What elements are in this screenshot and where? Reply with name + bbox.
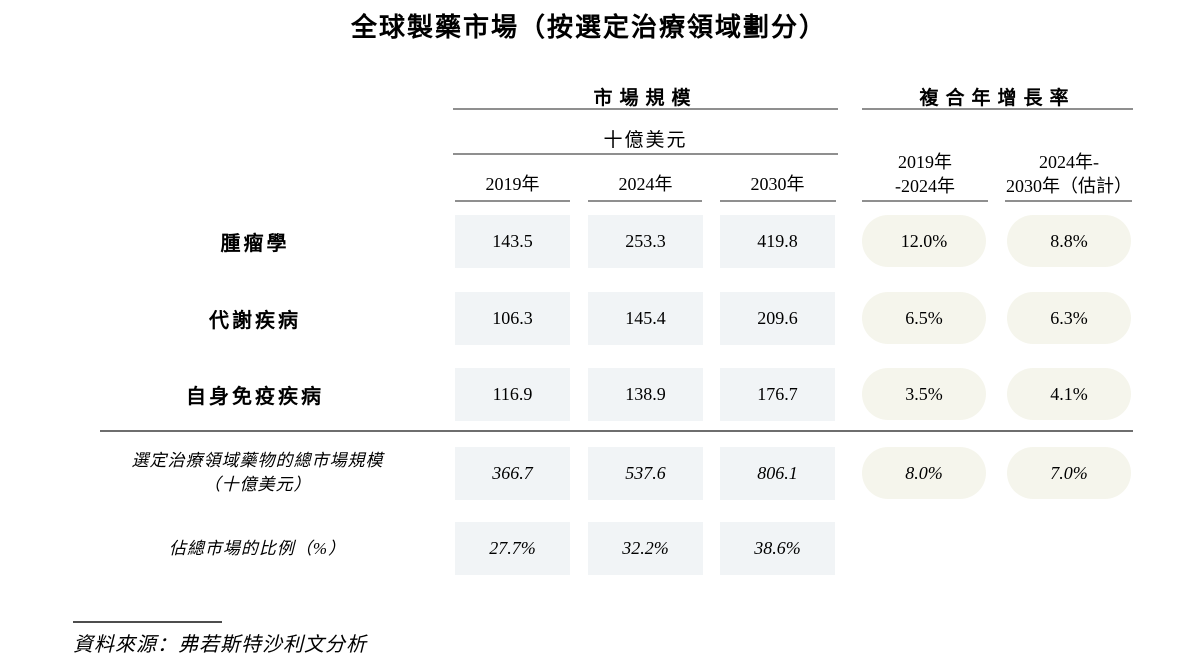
row-label-total: 選定治療領域藥物的總市場規模 （十億美元） bbox=[85, 449, 430, 497]
cagr-period-1-underline bbox=[862, 200, 988, 202]
share-2024-cell: 32.2% bbox=[588, 522, 703, 575]
total-2019-cell: 366.7 bbox=[455, 447, 570, 500]
cagr-period-2-line-2: 2030年（估計） bbox=[1006, 176, 1132, 196]
page-title: 全球製藥市場（按選定治療領域劃分） bbox=[350, 13, 827, 43]
row-label-metabolic: 代謝疾病 bbox=[209, 308, 301, 332]
year-header-2019: 2019年 bbox=[485, 174, 540, 194]
total-cagr-2024-2030-pill: 7.0% bbox=[1007, 447, 1131, 499]
share-2030-cell: 38.6% bbox=[720, 522, 835, 575]
total-2030-cell: 806.1 bbox=[720, 447, 835, 500]
total-2024-cell: 537.6 bbox=[588, 447, 703, 500]
metabolic-2024-cell: 145.4 bbox=[588, 292, 703, 345]
oncology-2030-cell: 419.8 bbox=[720, 215, 835, 268]
oncology-cagr-2019-2024-pill: 12.0% bbox=[862, 215, 986, 267]
oncology-2019-cell: 143.5 bbox=[455, 215, 570, 268]
oncology-2024-cell: 253.3 bbox=[588, 215, 703, 268]
unit-underline bbox=[453, 153, 838, 155]
autoimmune-2019-cell: 116.9 bbox=[455, 368, 570, 421]
autoimmune-2024-cell: 138.9 bbox=[588, 368, 703, 421]
year-2030-underline bbox=[720, 200, 836, 202]
cagr-period-1-line-1: 2019年 bbox=[898, 152, 952, 172]
market-size-header: 市場規模 bbox=[593, 87, 698, 109]
cagr-period-2-underline bbox=[1005, 200, 1132, 202]
row-label-oncology: 腫瘤學 bbox=[220, 231, 290, 255]
cagr-period-2-header: 2024年- 2030年（估計） bbox=[1005, 150, 1133, 198]
year-2019-underline bbox=[455, 200, 570, 202]
metabolic-2030-cell: 209.6 bbox=[720, 292, 835, 345]
cagr-underline bbox=[862, 108, 1133, 110]
unit-header: 十億美元 bbox=[603, 130, 688, 151]
cagr-header: 複合年增長率 bbox=[919, 87, 1076, 109]
source-note: 資料來源：弗若斯特沙利文分析 bbox=[73, 634, 367, 656]
total-divider-line bbox=[100, 430, 1133, 432]
year-header-2030: 2030年 bbox=[750, 174, 805, 194]
autoimmune-2030-cell: 176.7 bbox=[720, 368, 835, 421]
cagr-period-1-line-2: -2024年 bbox=[895, 176, 955, 196]
market-size-underline bbox=[453, 108, 838, 110]
cagr-period-2-line-1: 2024年- bbox=[1039, 152, 1099, 172]
total-cagr-2019-2024-pill: 8.0% bbox=[862, 447, 986, 499]
year-2024-underline bbox=[588, 200, 702, 202]
year-header-2024: 2024年 bbox=[618, 174, 673, 194]
metabolic-cagr-2024-2030-pill: 6.3% bbox=[1007, 292, 1131, 344]
total-label-line-2: （十億美元） bbox=[203, 475, 312, 494]
autoimmune-cagr-2019-2024-pill: 3.5% bbox=[862, 368, 986, 420]
metabolic-cagr-2019-2024-pill: 6.5% bbox=[862, 292, 986, 344]
share-2019-cell: 27.7% bbox=[455, 522, 570, 575]
oncology-cagr-2024-2030-pill: 8.8% bbox=[1007, 215, 1131, 267]
row-label-share: 佔總市場的比例（%） bbox=[168, 538, 347, 558]
source-rule bbox=[73, 621, 222, 623]
cagr-period-1-header: 2019年 -2024年 bbox=[861, 150, 989, 198]
row-label-autoimmune: 自身免疫疾病 bbox=[186, 384, 324, 408]
metabolic-2019-cell: 106.3 bbox=[455, 292, 570, 345]
total-label-line-1: 選定治療領域藥物的總市場規模 bbox=[131, 451, 384, 470]
autoimmune-cagr-2024-2030-pill: 4.1% bbox=[1007, 368, 1131, 420]
